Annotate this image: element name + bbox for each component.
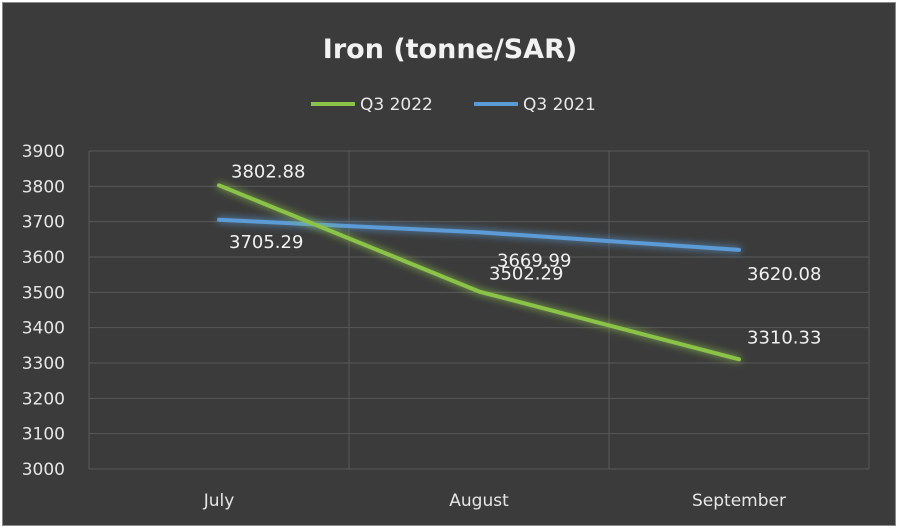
series-group — [217, 183, 741, 362]
legend-label: Q3 2021 — [523, 95, 596, 115]
data-label: 3705.29 — [229, 232, 303, 253]
x-axis: July August September — [203, 491, 786, 511]
series-line — [217, 217, 741, 252]
data-label: 3802.88 — [231, 161, 305, 182]
y-tick-label: 3600 — [22, 248, 65, 268]
y-tick-label: 3200 — [22, 389, 65, 409]
chart-title: Iron (tonne/SAR) — [323, 34, 577, 65]
y-axis: 3000 3100 3200 3300 3400 3500 3600 3700 3800 3900 — [22, 142, 65, 480]
legend: Q3 2022 Q3 2021 — [311, 95, 596, 115]
y-tick-label: 3700 — [22, 213, 65, 233]
y-tick-label: 3800 — [22, 177, 65, 197]
y-tick-label: 3000 — [22, 460, 65, 480]
data-labels: 3802.88 3502.29 3310.33 3705.29 3669.99 3620.… — [229, 161, 821, 348]
x-tick-label: September — [692, 491, 786, 511]
legend-label: Q3 2022 — [360, 95, 433, 115]
y-tick-label: 3900 — [22, 142, 65, 162]
y-tick-label: 3500 — [22, 283, 65, 303]
y-tick-label: 3300 — [22, 354, 65, 374]
data-label: 3620.08 — [747, 264, 821, 285]
x-tick-label: July — [203, 491, 235, 511]
data-label: 3502.29 — [489, 264, 563, 285]
line-chart: Iron (tonne/SAR) Q3 2022 Q3 2021 3000 3100… — [22, 34, 870, 511]
data-label: 3669.99 — [497, 250, 571, 271]
data-label: 3310.33 — [747, 327, 821, 348]
y-tick-label: 3100 — [22, 425, 65, 445]
y-tick-label: 3400 — [22, 319, 65, 339]
x-tick-label: August — [449, 491, 509, 511]
series-line — [217, 183, 741, 362]
gridlines — [88, 150, 870, 470]
